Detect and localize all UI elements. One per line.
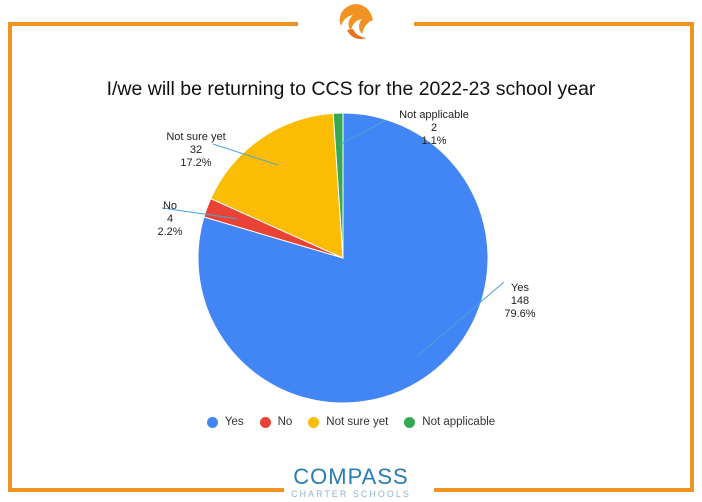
- swirl-logo-icon: [339, 4, 373, 40]
- legend-dot-not-sure-yet: [308, 416, 320, 428]
- slice-label-not-sure-yet-percent: 17.2%: [180, 157, 212, 169]
- chart-legend: Yes No Not sure yet Not applicable: [0, 416, 702, 428]
- pie-slice-not-applicable[interactable]: [332, 112, 344, 259]
- legend-label-no: No: [277, 416, 293, 428]
- legend-label-yes: Yes: [224, 416, 244, 428]
- slice-label-yes-percent: 79.6%: [504, 308, 536, 320]
- slice-label-no: No 4 2.2%: [110, 200, 230, 239]
- slice-label-not-applicable-percent: 1.1%: [421, 135, 447, 147]
- chart-title: I/we will be returning to CCS for the 20…: [106, 78, 596, 100]
- legend-label-not-sure-yet: Not sure yet: [326, 416, 389, 428]
- slice-label-no-value: 4: [166, 213, 174, 225]
- pie-slice-not-sure-yet[interactable]: [210, 112, 344, 259]
- legend-item-not-sure-yet[interactable]: Not sure yet: [308, 416, 388, 428]
- slice-label-no-name: No: [162, 200, 178, 212]
- legend-label-not-applicable: Not applicable: [422, 416, 496, 428]
- slice-label-not-applicable-value: 2: [430, 122, 438, 134]
- leader-line-no: [161, 207, 238, 220]
- legend-item-not-applicable[interactable]: Not applicable: [404, 416, 495, 428]
- slice-label-not-sure-yet: Not sure yet 32 17.2%: [136, 131, 256, 170]
- frame-bottom-gap: [284, 480, 434, 502]
- slice-label-not-sure-yet-value: 32: [189, 144, 203, 156]
- legend-dot-yes: [206, 416, 218, 428]
- legend-item-no[interactable]: No: [259, 416, 293, 428]
- leader-line-not-sure-yet: [212, 143, 279, 166]
- slice-label-not-sure-yet-name: Not sure yet: [166, 131, 226, 143]
- legend-dot-no: [259, 416, 271, 428]
- slice-label-no-percent: 2.2%: [157, 226, 183, 238]
- brand-name: COMPASS: [293, 464, 409, 489]
- legend-item-yes[interactable]: Yes: [206, 416, 244, 428]
- slice-label-yes: Yes 148 79.6%: [460, 282, 580, 321]
- slice-label-yes-value: 148: [510, 295, 530, 307]
- slice-label-not-applicable: Not applicable 2 1.1%: [374, 109, 494, 148]
- slice-label-yes-name: Yes: [511, 282, 529, 294]
- leader-line-yes: [416, 281, 505, 358]
- legend-dot-not-applicable: [404, 416, 416, 428]
- frame-top-gap: [298, 14, 414, 32]
- brand-subtitle: CHARTER SCHOOLS: [291, 489, 411, 499]
- slice-label-not-applicable-name: Not applicable: [399, 109, 469, 121]
- leader-line-not-applicable: [338, 119, 387, 146]
